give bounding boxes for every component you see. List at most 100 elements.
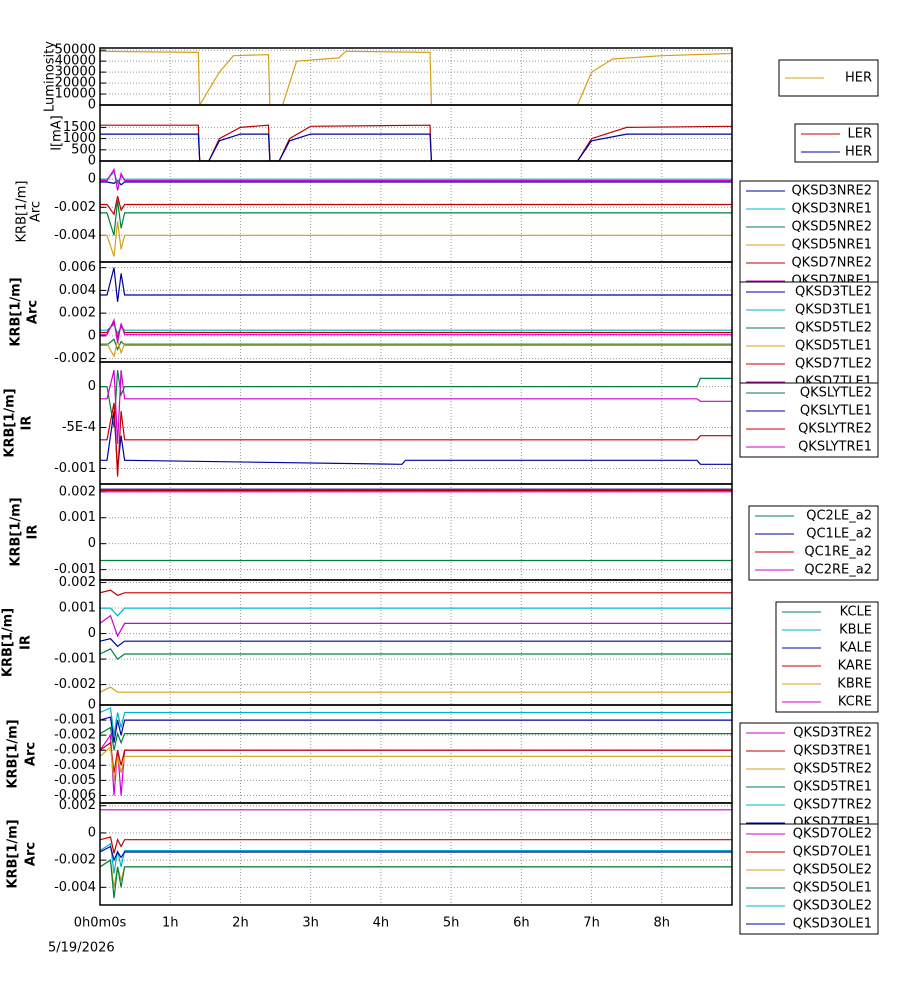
y-axis-label: I[mA] <box>50 115 65 151</box>
plot-frame <box>99 579 733 706</box>
legend-label: KARE <box>838 659 872 674</box>
y-tick-label: -0.004 <box>54 880 96 895</box>
y-tick-label: 0 <box>88 698 96 713</box>
legend-label: QC1RE_a2 <box>804 545 872 560</box>
y-axis-label: KRB[1/m] <box>6 719 21 788</box>
plot-frame <box>99 261 733 363</box>
y-axis-label: KRB[1/m] <box>6 819 21 888</box>
series-line <box>100 267 732 302</box>
y-tick-label: 0 <box>88 536 96 551</box>
y-tick-label: -0.002 <box>54 853 96 868</box>
legend-box <box>739 281 879 393</box>
series-line <box>100 171 732 185</box>
y-tick-label: -0.004 <box>54 758 96 773</box>
series-line <box>100 179 732 186</box>
series-line <box>100 607 732 617</box>
legend-box <box>794 123 879 163</box>
legend-label: QKSD5NRE2 <box>791 220 872 235</box>
x-tick-label: 0h0m0s <box>74 916 127 931</box>
legend-label: QC1LE_a2 <box>806 527 872 542</box>
legend-label: QKSD3TLE1 <box>795 303 872 318</box>
series-line <box>100 836 732 854</box>
legend-label: QC2RE_a2 <box>804 563 872 578</box>
series-line <box>100 317 732 343</box>
series-line <box>100 133 732 161</box>
series-line <box>100 726 732 751</box>
series-line <box>100 686 732 693</box>
y-tick-label: -0.002 <box>54 728 96 743</box>
legend-label: KCRE <box>838 695 872 710</box>
series-line <box>100 320 732 339</box>
plot-frame <box>99 47 733 106</box>
y-tick-label: -0.003 <box>54 743 96 758</box>
legend-label: KALE <box>839 641 872 656</box>
legend-label: QKSD3TRE1 <box>793 744 872 759</box>
date-label: 5/19/2026 <box>48 941 115 956</box>
y-tick-label: 0 <box>88 172 96 187</box>
y-tick-label: -5E-4 <box>62 420 96 435</box>
y-tick-label: -0.001 <box>54 461 96 476</box>
legend-label: KCLE <box>840 605 872 620</box>
legend-label: QKSD5OLE1 <box>793 881 872 896</box>
legend-label: QKSLYTLE2 <box>800 386 872 401</box>
series-line <box>100 614 732 638</box>
legend-label: QKSLYTRE2 <box>798 422 872 437</box>
y-tick-label: 1500 <box>63 120 96 135</box>
y-axis-label: Arc <box>29 201 44 222</box>
legend-label: HER <box>845 71 872 86</box>
legend-box <box>739 382 879 458</box>
y-tick-label: -0.002 <box>54 200 96 215</box>
y-tick-label: 500 <box>71 142 96 157</box>
y-tick-label: 0 <box>88 154 96 169</box>
series-line <box>100 221 732 257</box>
x-tick-label: 8h <box>654 916 671 931</box>
y-tick-label: 0 <box>88 626 96 641</box>
legend-label: QKSD5NRE1 <box>791 238 872 253</box>
y-tick-label: 30000 <box>55 65 96 80</box>
legend-label: QKSD3NRE2 <box>791 184 872 199</box>
y-tick-label: 0.002 <box>59 575 96 590</box>
legend-label: QKSD3OLE2 <box>793 899 872 914</box>
series-line <box>100 195 732 216</box>
y-tick-label: 50000 <box>55 43 96 58</box>
y-tick-label: -0.006 <box>54 788 96 803</box>
series-line <box>100 50 732 105</box>
legend-label: QKSD5TLE1 <box>795 339 872 354</box>
legend-box <box>775 601 879 713</box>
y-axis-label: IR <box>19 635 34 650</box>
legend-label: QKSD5TRE2 <box>793 762 872 777</box>
y-tick-label: 0 <box>88 379 96 394</box>
y-tick-label: 0.004 <box>59 283 96 298</box>
y-axis-label: Arc <box>24 742 39 766</box>
y-axis-label: Arc <box>26 300 41 324</box>
plot-frame <box>99 160 733 263</box>
series-line <box>100 842 732 874</box>
series-line <box>100 859 732 888</box>
legend-label: QKSLYTRE1 <box>798 440 872 455</box>
series-line <box>100 167 732 191</box>
y-tick-label: -0.001 <box>54 713 96 728</box>
series-line <box>100 124 732 161</box>
y-tick-label: -0.004 <box>54 228 96 243</box>
legend-label: QKSLYTLE1 <box>800 404 872 419</box>
series-line <box>100 589 732 596</box>
legend-label: QKSD7TRE2 <box>793 798 872 813</box>
series-line <box>100 859 732 899</box>
plot-frame <box>99 802 733 906</box>
series-line <box>100 200 732 236</box>
y-tick-label: 0.001 <box>59 510 96 525</box>
series-line <box>100 741 732 773</box>
series-line <box>100 370 732 444</box>
legend-label: QKSD3TLE2 <box>795 285 872 300</box>
legend-label: QKSD7OLE2 <box>793 827 872 842</box>
series-line <box>100 648 732 660</box>
legend-label: KBRE <box>837 677 872 692</box>
y-tick-label: -0.005 <box>54 773 96 788</box>
y-tick-label: -0.002 <box>54 677 96 692</box>
series-line <box>100 716 732 743</box>
y-tick-label: 0 <box>88 825 96 840</box>
legend-label: QKSD7OLE1 <box>793 845 872 860</box>
series-line <box>100 323 732 336</box>
legend-label: QKSD3NRE1 <box>791 202 872 217</box>
series-line <box>100 845 732 862</box>
